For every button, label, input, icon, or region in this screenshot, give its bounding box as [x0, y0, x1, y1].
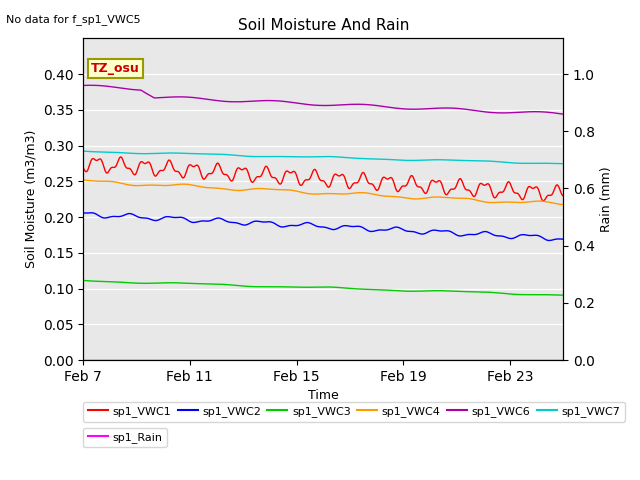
- Y-axis label: Soil Moisture (m3/m3): Soil Moisture (m3/m3): [24, 130, 37, 268]
- Y-axis label: Rain (mm): Rain (mm): [600, 167, 614, 232]
- Legend: sp1_Rain: sp1_Rain: [83, 428, 166, 447]
- Title: Soil Moisture And Rain: Soil Moisture And Rain: [237, 18, 409, 33]
- X-axis label: Time: Time: [308, 389, 339, 402]
- Text: TZ_osu: TZ_osu: [92, 62, 140, 75]
- Text: No data for f_sp1_VWC5: No data for f_sp1_VWC5: [6, 14, 141, 25]
